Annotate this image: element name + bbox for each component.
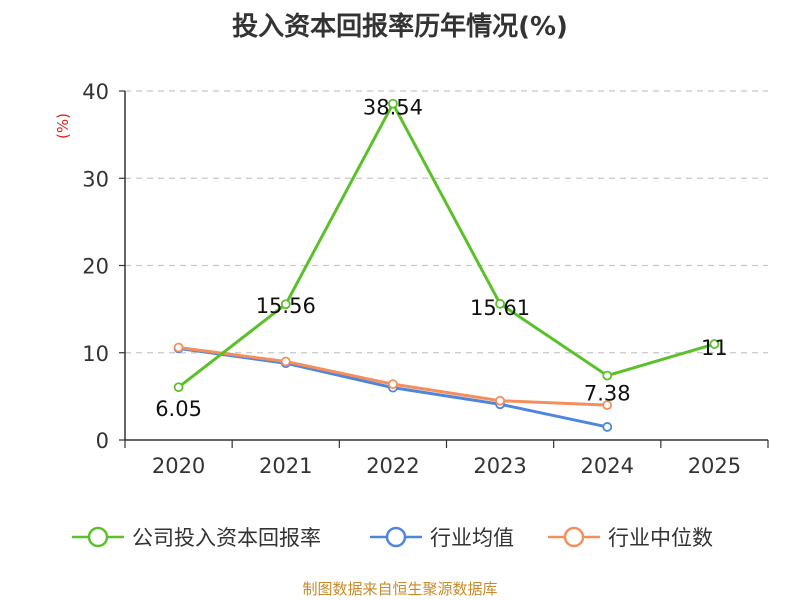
data-point	[602, 422, 613, 432]
x-tick-label: 2022	[366, 454, 419, 478]
x-tick-label: 2023	[473, 454, 526, 478]
x-tick-label: 2021	[259, 454, 312, 478]
x-tick-label: 2025	[688, 454, 741, 478]
series-line-2	[178, 346, 608, 407]
legend-line-icon	[370, 526, 422, 548]
x-tick-label: 2020	[152, 454, 205, 478]
data-point	[173, 342, 184, 353]
legend-label: 行业均值	[430, 526, 514, 550]
y-tick-label: 40	[82, 80, 109, 104]
y-tick-label: 30	[82, 167, 109, 191]
data-labels: 6.05 15.56 38.54 15.61 7.38 11	[155, 96, 728, 421]
data-label: 15.56	[256, 294, 316, 318]
data-point	[173, 382, 184, 393]
data-point	[280, 299, 291, 310]
data-point	[280, 356, 291, 367]
data-point	[602, 370, 613, 381]
legend-item-industry-median[interactable]: 行业中位数	[548, 520, 713, 554]
data-label: 6.05	[155, 397, 202, 421]
data-point	[388, 379, 398, 390]
data-point	[388, 98, 398, 109]
y-axis-label: (%)	[54, 113, 72, 139]
chart-title: 投入资本回报率历年情况(%)	[232, 12, 568, 42]
legend: 公司投入资本回报率 行业均值 行业中位数	[0, 520, 800, 554]
data-label: 15.61	[470, 296, 530, 320]
series-line-0	[177, 102, 715, 389]
legend-line-icon	[548, 526, 600, 548]
grid-lines	[125, 90, 768, 354]
data-label: 38.54	[363, 96, 423, 120]
y-tick-label: 20	[82, 255, 109, 279]
legend-item-industry-mean[interactable]: 行业均值	[370, 520, 514, 554]
legend-label: 公司投入资本回报率	[132, 526, 321, 550]
x-tick-label: 2024	[581, 454, 634, 478]
series	[173, 98, 720, 432]
source-note: 制图数据来自恒生聚源数据库	[302, 580, 498, 598]
data-point	[602, 400, 613, 411]
data-point	[709, 339, 720, 349]
legend-label: 行业中位数	[608, 526, 713, 550]
legend-line-icon	[72, 526, 124, 548]
data-label: 11	[701, 336, 728, 360]
legend-item-company[interactable]: 公司投入资本回报率	[72, 520, 321, 554]
data-point	[495, 395, 505, 406]
y-tick-label: 0	[96, 429, 109, 453]
data-point	[495, 298, 505, 309]
axes: 0 10 20 30 40 (%) 2020 2021 2022 2023 2024 2025	[54, 80, 769, 478]
data-label: 7.38	[584, 382, 631, 406]
y-tick-label: 10	[82, 342, 109, 366]
